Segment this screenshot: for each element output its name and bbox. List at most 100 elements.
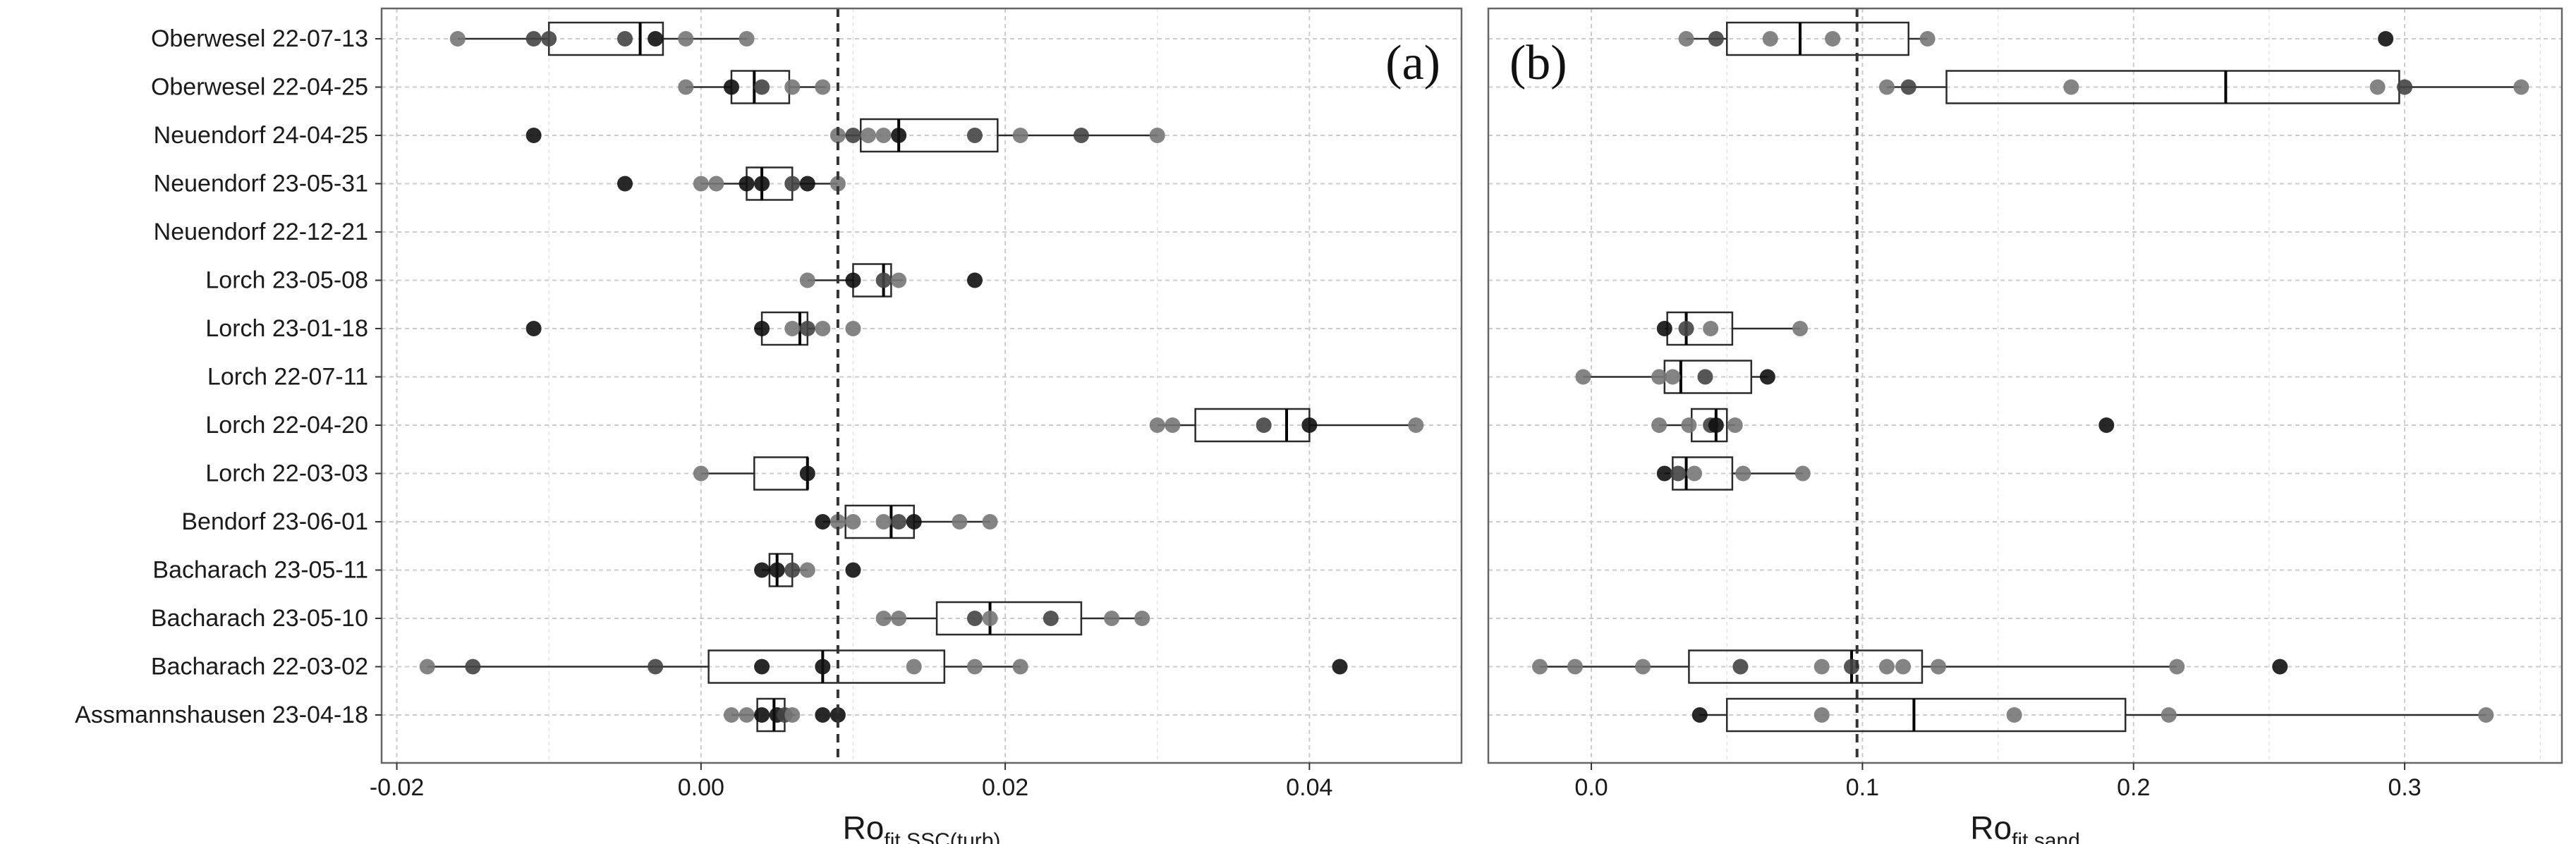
box-bacharach-22-03-02 <box>419 649 1348 684</box>
data-point <box>739 31 755 47</box>
x-tick-label: 0.04 <box>1286 774 1332 801</box>
y-tick-label: Oberwesel 22-07-13 <box>151 25 368 52</box>
data-point <box>784 176 801 192</box>
data-point <box>1165 417 1181 433</box>
panel-border <box>380 7 1463 764</box>
box-oberwesel-22-07-13 <box>449 21 755 56</box>
data-point <box>815 79 831 95</box>
data-point <box>875 272 892 288</box>
data-point <box>966 272 983 288</box>
data-point <box>693 176 709 192</box>
x-axis-title-main: Ro <box>843 809 885 844</box>
data-point <box>1408 417 1424 433</box>
y-axis-labels: Oberwesel 22-07-13 Oberwesel 22-04-25 Neue… <box>75 25 368 728</box>
data-point <box>784 562 801 578</box>
x-tick-label: 0.1 <box>1846 774 1879 801</box>
data-point <box>2161 707 2177 723</box>
data-point <box>1635 659 1651 675</box>
data-point <box>1073 128 1089 143</box>
data-point <box>2478 707 2494 723</box>
y-tick-label: Bacharach 22-03-02 <box>151 654 368 680</box>
data-point <box>1878 79 1895 95</box>
panel-border <box>1487 7 2563 764</box>
data-point <box>2397 79 2413 95</box>
box-oberwesel-22-04-25 <box>1878 70 2529 104</box>
x-axis-title: Rofit,SSC(turb) <box>843 809 1001 844</box>
data-point <box>1256 417 1272 433</box>
data-point <box>1900 79 1916 95</box>
box-oberwesel-22-07-13 <box>1678 21 2394 56</box>
data-point <box>830 707 846 723</box>
data-point <box>891 128 907 143</box>
data-point <box>419 659 435 675</box>
y-tick-label: Bacharach 23-05-10 <box>151 605 368 632</box>
data-point <box>617 31 633 47</box>
box-lorch-23-01-18 <box>1656 311 1808 346</box>
data-point <box>1844 659 1860 675</box>
data-point <box>678 31 694 47</box>
data-point <box>891 514 907 530</box>
data-point <box>739 176 755 192</box>
data-point <box>1532 659 1548 675</box>
data-point <box>952 514 968 530</box>
data-point <box>906 659 922 675</box>
x-tick-label: 0.02 <box>982 774 1028 801</box>
data-point <box>875 514 892 530</box>
box-bacharach-23-05-11 <box>754 553 861 587</box>
data-point <box>1012 659 1028 675</box>
data-point <box>1762 31 1778 47</box>
y-tick-label: Lorch 22-04-20 <box>205 412 368 439</box>
box-oberwesel-22-04-25 <box>678 70 831 104</box>
data-point <box>2378 31 2394 47</box>
data-point <box>2272 659 2288 675</box>
panel-a: -0.02 0.00 0.02 0.04 Rofit,SSC(turb) (a) <box>370 7 1463 844</box>
data-point <box>1134 611 1150 626</box>
data-point <box>1931 659 1947 675</box>
data-point <box>769 562 785 578</box>
y-tick-label: Lorch 22-07-11 <box>207 364 368 391</box>
data-point <box>966 659 983 675</box>
panel-label: (a) <box>1385 36 1440 90</box>
data-point <box>754 79 770 95</box>
data-point <box>799 272 815 288</box>
data-point <box>2169 659 2185 675</box>
data-point <box>982 514 998 530</box>
data-point <box>1149 417 1165 433</box>
data-point <box>648 659 664 675</box>
panel-background <box>1488 8 2562 763</box>
data-point <box>784 707 801 723</box>
data-point <box>1656 321 1672 336</box>
data-point <box>754 176 770 192</box>
x-tick-label: -0.02 <box>370 774 425 801</box>
data-point <box>1678 321 1694 336</box>
box-lorch-23-05-08 <box>799 263 983 298</box>
data-point <box>617 176 633 192</box>
box-assmannshausen-23-04-18 <box>1691 697 2494 733</box>
data-point <box>815 321 831 336</box>
data-point <box>1727 417 1743 433</box>
box-bacharach-23-05-10 <box>875 601 1150 636</box>
x-axis-title-main: Ro <box>1970 809 2012 844</box>
data-point <box>1043 611 1059 626</box>
data-point <box>2006 707 2022 723</box>
x-tick-label: 0.00 <box>678 774 724 801</box>
data-point <box>1104 611 1120 626</box>
data-point <box>1708 31 1724 47</box>
data-point <box>1792 321 1808 336</box>
y-tick-label: Bacharach 23-05-11 <box>152 557 368 584</box>
panel-background <box>382 8 1462 763</box>
y-tick-label: Neuendorf 22-12-21 <box>154 219 368 245</box>
data-point <box>2513 79 2529 95</box>
data-point <box>845 272 861 288</box>
data-point <box>723 707 739 723</box>
x-tick-label: 0.2 <box>2117 774 2150 801</box>
data-point <box>982 611 998 626</box>
data-point <box>2369 79 2386 95</box>
box-iqr <box>935 601 1083 636</box>
data-point <box>784 79 801 95</box>
box-lorch-23-01-18 <box>525 311 861 346</box>
x-tick-label: 0.0 <box>1574 774 1608 801</box>
data-point <box>678 79 694 95</box>
box-iqr <box>1725 21 1909 56</box>
data-point <box>708 176 724 192</box>
